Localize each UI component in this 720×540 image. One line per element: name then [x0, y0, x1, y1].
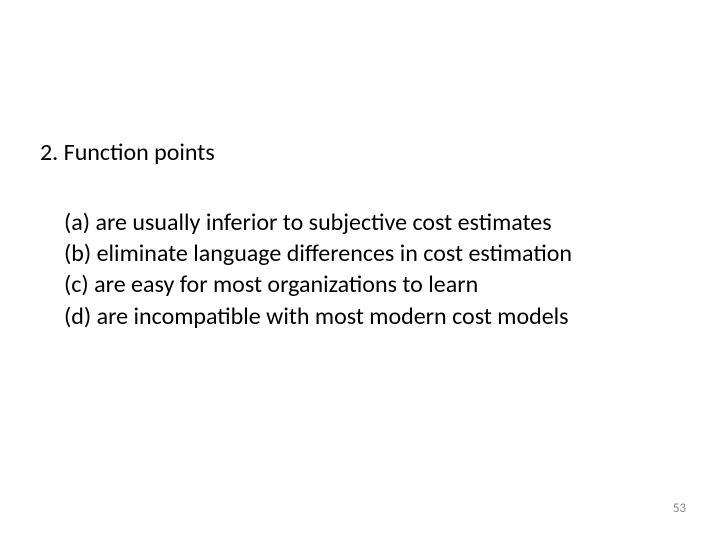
question-number: 2.: [40, 138, 58, 167]
option-label: (b): [64, 239, 91, 268]
question-title: 2. Function points: [40, 138, 680, 167]
option-c: (c) are easy for most organizations to l…: [64, 269, 680, 300]
option-label: (d): [64, 302, 91, 331]
page-number: 53: [673, 501, 686, 516]
options-list: (a) are usually inferior to subjective c…: [40, 207, 680, 332]
slide-content: 2. Function points (a) are usually infer…: [0, 0, 720, 332]
option-text: eliminate language differences in cost e…: [97, 239, 572, 268]
option-a: (a) are usually inferior to subjective c…: [64, 207, 680, 238]
option-b: (b) eliminate language differences in co…: [64, 238, 680, 269]
option-text: are usually inferior to subjective cost …: [96, 208, 552, 237]
option-label: (c): [64, 270, 89, 299]
option-d: (d) are incompatible with most modern co…: [64, 301, 680, 332]
option-text: are incompatible with most modern cost m…: [97, 302, 569, 331]
question-text: Function points: [64, 138, 215, 167]
option-text: are easy for most organizations to learn: [94, 270, 478, 299]
option-label: (a): [64, 208, 90, 237]
